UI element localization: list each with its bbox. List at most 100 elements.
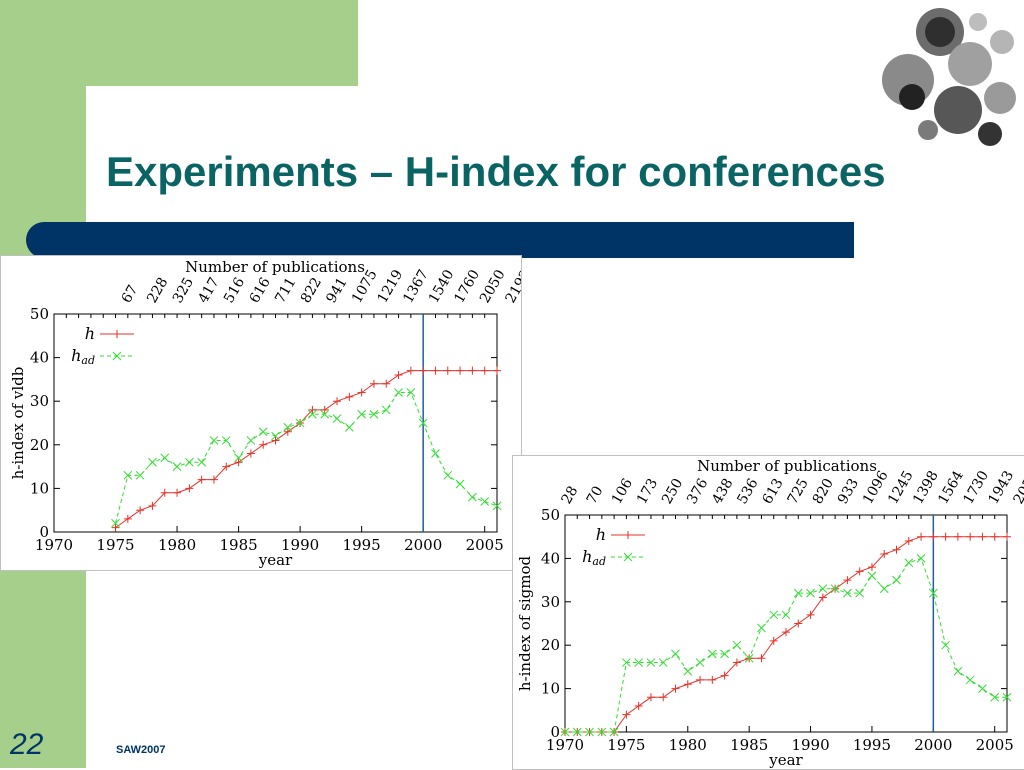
x-tick-label: 1975 <box>607 736 645 754</box>
data-point-h <box>333 397 342 406</box>
data-point-h <box>855 567 864 576</box>
data-point-had <box>904 558 914 568</box>
data-point-had <box>744 653 754 663</box>
data-point-had <box>720 649 729 659</box>
data-point-h <box>111 523 120 532</box>
y-tick-label: 30 <box>541 593 560 611</box>
data-point-h <box>123 514 132 523</box>
data-point-h <box>283 427 292 436</box>
chart-panel-sigmod: 0 10 20 30 40 50 1970 1975 1980 1985 1990 1995 2000 2… <box>512 455 1024 770</box>
top-tick-label: 417 <box>195 275 222 306</box>
data-point-h <box>148 501 157 510</box>
data-point-had <box>953 666 963 676</box>
top-tick-label: 173 <box>634 476 661 507</box>
y-axis-label: h-index of sigmod <box>516 556 534 692</box>
data-point-h <box>990 532 999 541</box>
data-point-had <box>369 409 379 419</box>
legend-marker-had <box>112 351 122 361</box>
data-point-had <box>793 588 803 598</box>
x-tick-label: 2005 <box>466 536 504 554</box>
data-point-h <box>708 675 717 684</box>
x-axis-label: year <box>768 751 803 769</box>
data-point-h <box>259 440 268 449</box>
data-point-had <box>646 658 656 667</box>
top-tick-label: 2192 <box>503 267 521 306</box>
data-point-h <box>419 366 428 375</box>
data-point-had <box>258 427 268 437</box>
data-point-had <box>916 554 926 563</box>
data-point-h <box>659 693 668 702</box>
data-point-h <box>941 532 950 541</box>
data-point-had <box>658 658 668 667</box>
top-axis-label: Number of publications <box>185 258 365 276</box>
data-point-had <box>609 727 619 737</box>
data-point-had <box>271 431 280 441</box>
data-point-had <box>1002 692 1012 702</box>
data-point-had <box>572 727 582 737</box>
data-point-had <box>443 470 453 480</box>
data-point-h <box>320 405 329 414</box>
data-point-had <box>344 423 354 432</box>
data-point-had <box>332 414 342 423</box>
x-tick-label: 1985 <box>219 536 257 554</box>
x-tick-label: 1995 <box>853 736 891 754</box>
data-point-h <box>929 532 938 541</box>
decorative-image <box>882 8 1016 146</box>
data-point-had <box>781 610 791 620</box>
top-tick-label: 941 <box>323 275 350 306</box>
data-point-h <box>493 366 501 375</box>
data-point-h <box>671 684 680 693</box>
data-point-h <box>222 462 231 471</box>
data-point-had <box>683 666 693 676</box>
data-point-had <box>892 575 901 585</box>
data-point-had <box>148 457 157 467</box>
top-tick-label: 438 <box>709 476 736 507</box>
data-point-h <box>683 680 692 689</box>
data-point-had <box>209 436 219 445</box>
data-point-h <box>646 693 655 702</box>
top-tick-label: 1540 <box>426 267 458 306</box>
top-tick-label: 376 <box>684 476 711 507</box>
data-point-had <box>830 584 840 594</box>
data-point-h <box>431 366 440 375</box>
data-point-had <box>185 457 194 467</box>
data-point-h <box>818 593 827 602</box>
data-point-had <box>197 457 207 467</box>
x-tick-label: 2000 <box>404 536 442 554</box>
top-tick-label: 725 <box>785 476 812 507</box>
legend-marker-h <box>113 330 121 338</box>
legend-label-had: had <box>71 346 95 367</box>
data-point-had <box>394 388 403 397</box>
data-point-had <box>431 449 440 458</box>
y-tick-label: 20 <box>30 436 49 454</box>
data-point-had <box>560 727 570 737</box>
data-point-h <box>953 532 962 541</box>
top-axis-label: Number of publications <box>697 457 877 475</box>
data-point-had <box>707 649 717 659</box>
top-tick-label: 28 <box>559 484 582 507</box>
data-point-had <box>418 418 428 428</box>
plot-frame <box>53 313 498 533</box>
data-point-had <box>246 436 256 445</box>
data-point-had <box>928 588 938 598</box>
x-axis-label: year <box>258 551 293 569</box>
data-point-h <box>173 488 182 497</box>
x-tick-label: 1985 <box>730 736 768 754</box>
x-tick-label: 1970 <box>35 536 73 554</box>
data-point-h <box>867 563 876 572</box>
data-point-h <box>468 366 477 375</box>
data-point-had <box>320 409 330 419</box>
top-tick-label: 325 <box>170 275 197 306</box>
top-tick-label: 516 <box>221 275 248 306</box>
title-bar <box>26 222 854 258</box>
legend-marker-had <box>623 552 633 562</box>
data-point-h <box>843 576 852 585</box>
data-point-h <box>443 366 452 375</box>
x-tick-label: 1995 <box>343 536 381 554</box>
data-point-h <box>904 537 913 546</box>
data-point-h <box>357 388 366 397</box>
data-point-h <box>769 636 778 645</box>
data-point-h <box>209 475 218 484</box>
chart-panel-vldb: 0 10 20 30 40 50 1970 1975 1980 1985 1990 1995 2000 2… <box>0 255 522 571</box>
top-tick-label: 613 <box>759 476 786 507</box>
